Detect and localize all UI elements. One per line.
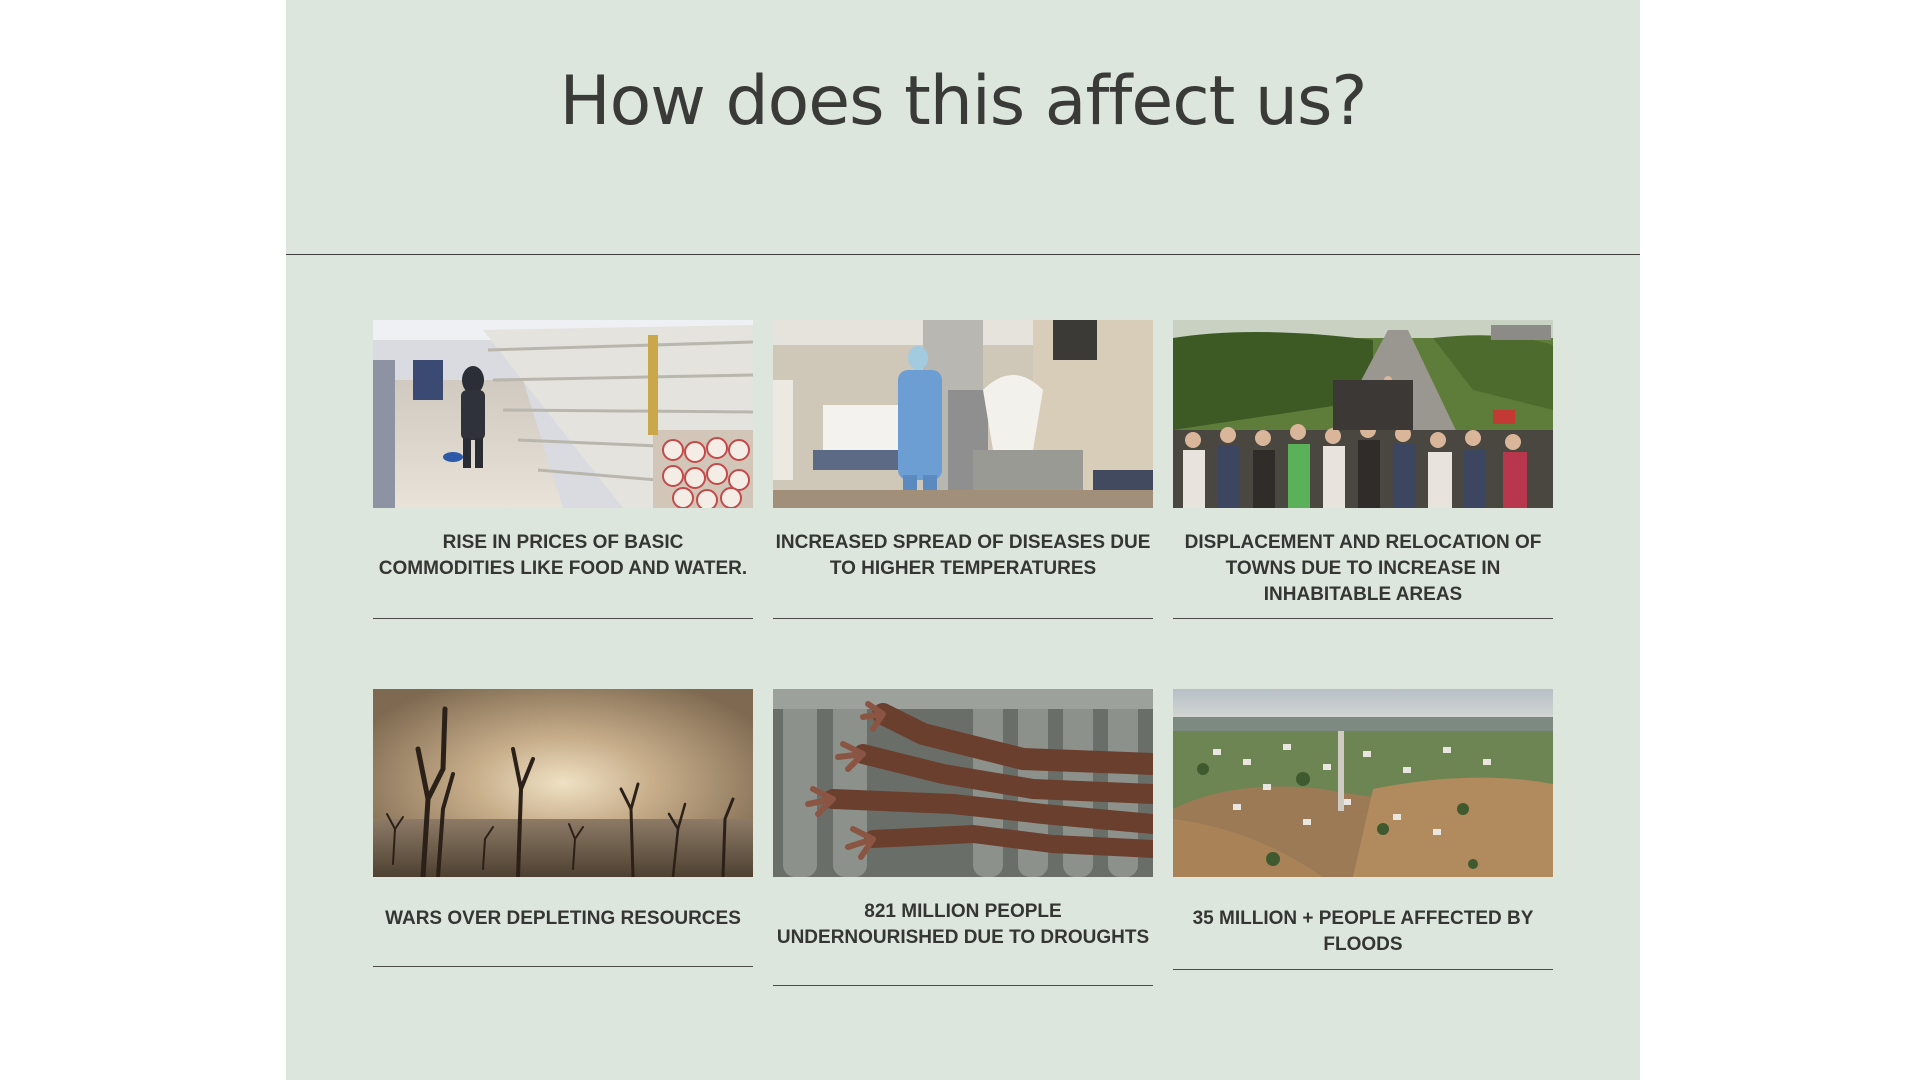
card-caption: INCREASED SPREAD OF DISEASES DUE TO HIGH…	[775, 532, 1151, 579]
card-caption: WARS OVER DEPLETING RESOURCES	[385, 908, 741, 929]
card-caption: 35 MILLION + PEOPLE AFFECTED BY FLOODS	[1192, 908, 1534, 955]
card-diseases: INCREASED SPREAD OF DISEASES DUE TO HIGH…	[773, 320, 1153, 619]
card-caption: 821 MILLION PEOPLE UNDERNOURISHED DUE TO…	[776, 901, 1150, 948]
card-floods: 35 MILLION + PEOPLE AFFECTED BY FLOODS	[1173, 689, 1553, 970]
flooded-town-aerial-photo	[1173, 689, 1553, 877]
card-wars: WARS OVER DEPLETING RESOURCES	[373, 689, 753, 967]
card-underline	[1173, 969, 1553, 970]
card-underline	[373, 966, 753, 967]
empty-supermarket-shelves-photo	[373, 320, 753, 508]
title-divider	[286, 254, 1640, 255]
slide: How does this affect us?	[286, 0, 1640, 1080]
hospital-corridor-photo	[773, 320, 1153, 508]
migrant-crowd-road-photo	[1173, 320, 1553, 508]
dead-trees-drought-photo	[373, 689, 753, 877]
card-underline	[773, 985, 1153, 986]
card-caption: DISPLACEMENT AND RELOCATION OF TOWNS DUE…	[1184, 532, 1542, 605]
card-underline	[1173, 618, 1553, 619]
reaching-hands-photo	[773, 689, 1153, 877]
card-underline	[773, 618, 1153, 619]
card-prices: RISE IN PRICES OF BASIC COMMODITIES LIKE…	[373, 320, 753, 619]
card-displacement: DISPLACEMENT AND RELOCATION OF TOWNS DUE…	[1173, 320, 1553, 619]
card-undernourished: 821 MILLION PEOPLE UNDERNOURISHED DUE TO…	[773, 689, 1153, 986]
slide-title: How does this affect us?	[559, 62, 1368, 141]
card-underline	[373, 618, 753, 619]
card-caption: RISE IN PRICES OF BASIC COMMODITIES LIKE…	[378, 532, 748, 579]
